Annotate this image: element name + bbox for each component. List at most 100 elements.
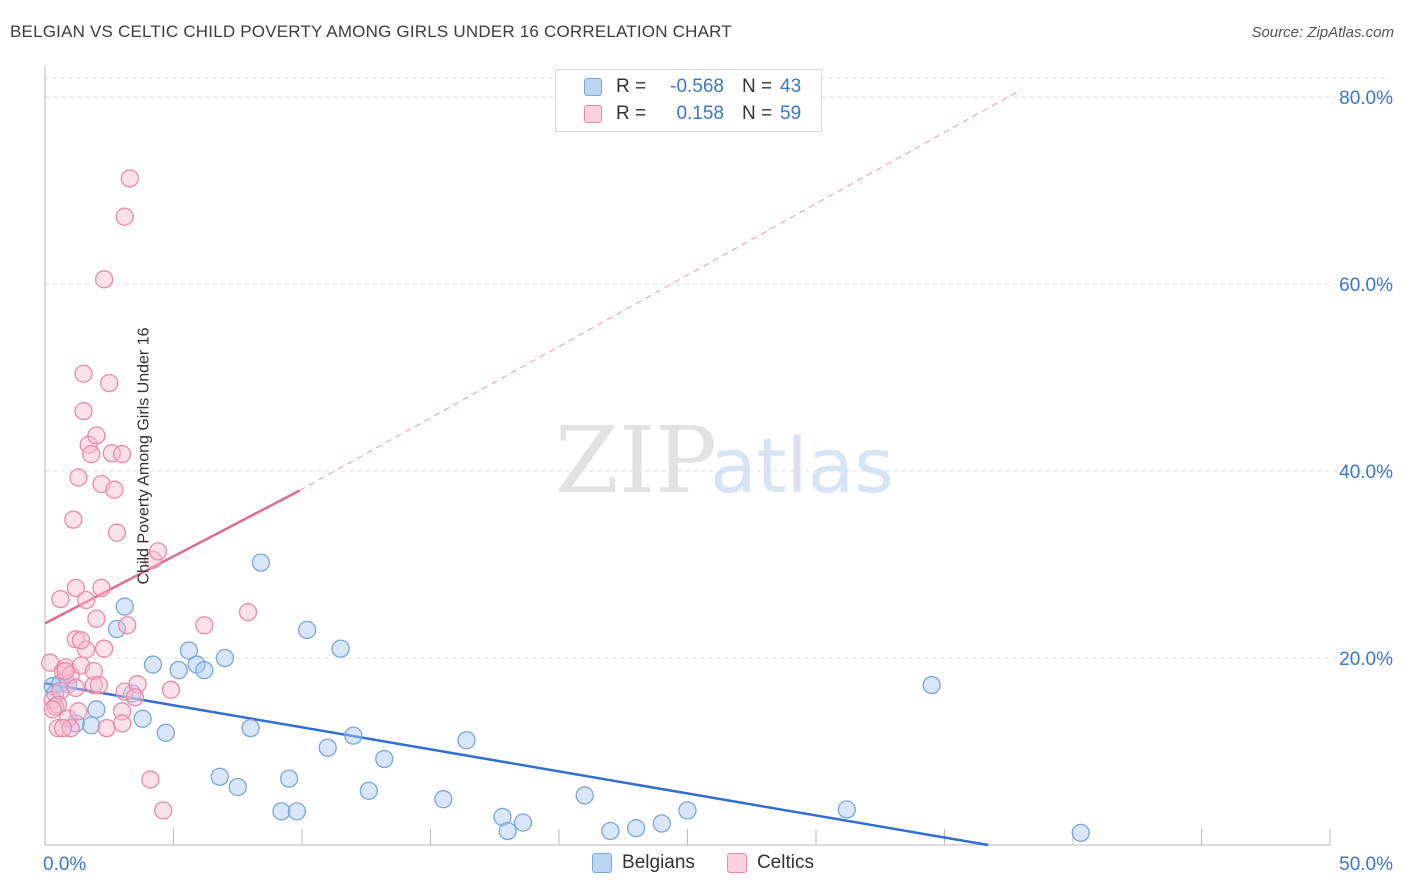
point-celtics — [69, 702, 88, 721]
correlation-legend: R = -0.568 N = 43 R = 0.158 N = 59 — [555, 69, 822, 132]
y-axis-label: Child Poverty Among Girls Under 16 — [135, 327, 153, 585]
trend-line-belgians — [44, 682, 989, 847]
point-celtics — [105, 480, 124, 499]
point-celtics — [51, 681, 70, 700]
point-celtics — [66, 678, 85, 698]
trend-line-celtics — [44, 489, 301, 625]
axes — [44, 66, 1331, 846]
point-celtics — [84, 675, 103, 695]
point-celtics — [238, 603, 258, 622]
point-belgians — [601, 821, 620, 841]
y-tick-label: 40.0% — [1339, 462, 1393, 483]
point-celtics — [118, 616, 137, 635]
legend-n-label: N = — [742, 76, 773, 97]
point-celtics — [43, 700, 62, 719]
point-belgians — [359, 781, 378, 800]
point-belgians — [82, 716, 101, 735]
point-celtics — [76, 590, 96, 610]
point-belgians — [434, 790, 453, 809]
point-celtics — [82, 445, 101, 464]
x-tick-label: 0.0% — [43, 854, 86, 875]
point-celtics — [115, 207, 134, 226]
point-celtics — [94, 639, 114, 658]
legend-n-value-celtics: 59 — [780, 103, 802, 124]
point-celtics — [71, 631, 91, 650]
watermark-zip: ZIP — [555, 407, 717, 514]
point-belgians — [678, 801, 697, 820]
point-belgians — [457, 731, 476, 750]
point-belgians — [626, 819, 646, 838]
point-belgians — [297, 620, 317, 640]
legend-label-belgians: Belgians — [622, 852, 695, 873]
point-belgians — [107, 619, 127, 639]
point-celtics — [161, 680, 181, 699]
point-belgians — [87, 700, 106, 719]
point-celtics — [148, 542, 168, 561]
point-celtics — [112, 714, 132, 733]
point-belgians — [318, 738, 337, 757]
source-label: Source: ZipAtlas.com — [1251, 24, 1394, 41]
point-celtics — [74, 364, 93, 383]
point-celtics — [120, 169, 139, 188]
point-celtics — [87, 426, 106, 445]
x-tick-label: 50.0% — [1339, 854, 1393, 875]
legend-swatch-belgians — [592, 853, 613, 873]
watermark-atlas: atlas — [710, 421, 894, 510]
point-belgians — [652, 814, 671, 833]
point-celtics — [97, 718, 116, 738]
legend-r-label: R = — [616, 103, 647, 124]
watermark: ZIP atlas — [555, 407, 894, 514]
point-celtics — [51, 589, 70, 609]
point-celtics — [56, 661, 75, 681]
legend-r-label: R = — [616, 76, 647, 97]
y-tick-label: 60.0% — [1339, 275, 1393, 296]
point-belgians — [169, 661, 188, 680]
point-belgians — [195, 661, 214, 680]
point-celtics — [141, 770, 160, 789]
point-celtics — [61, 718, 80, 738]
series-legend: Belgians Celtics — [0, 852, 1406, 874]
point-belgians — [156, 723, 175, 742]
point-celtics — [87, 609, 106, 628]
point-belgians — [228, 777, 247, 797]
point-belgians — [1071, 823, 1090, 842]
legend-swatch-celtics — [726, 853, 747, 873]
point-celtics — [195, 616, 214, 635]
point-celtics — [89, 675, 109, 695]
legend-item-belgians: Belgians — [592, 852, 695, 874]
legend-r-value-celtics: 0.158 — [676, 103, 724, 124]
point-belgians — [375, 749, 394, 769]
y-tick-label: 20.0% — [1339, 649, 1393, 670]
y-tick-label: 80.0% — [1339, 88, 1393, 109]
legend-n-value-belgians: 43 — [780, 76, 802, 97]
point-belgians — [115, 597, 134, 616]
legend-label-celtics: Celtics — [756, 852, 814, 873]
point-celtics — [76, 640, 96, 659]
point-celtics — [92, 578, 111, 598]
point-celtics — [94, 270, 114, 289]
trend-lines — [44, 89, 1022, 847]
point-celtics — [112, 445, 132, 464]
point-celtics — [125, 688, 145, 707]
legend-r-value-belgians: -0.568 — [670, 76, 724, 97]
point-belgians — [279, 769, 299, 788]
point-belgians — [493, 807, 512, 827]
point-belgians — [215, 648, 235, 668]
chart-title: BELGIAN VS CELTIC CHILD POVERTY AMONG GI… — [10, 22, 732, 41]
legend-row-belgians: R = -0.568 N = 43 — [584, 75, 801, 99]
point-belgians — [837, 800, 856, 819]
point-celtics — [107, 523, 127, 542]
point-celtics — [100, 373, 119, 393]
legend-item-celtics: Celtics — [726, 852, 814, 874]
legend-swatch-celtics — [584, 105, 602, 123]
point-celtics — [84, 661, 103, 681]
grid-lines — [45, 77, 1390, 659]
point-celtics — [154, 801, 173, 820]
point-celtics — [64, 510, 83, 529]
legend-swatch-belgians — [584, 78, 602, 96]
point-belgians — [241, 718, 260, 738]
point-belgians — [922, 675, 941, 695]
point-belgians — [498, 821, 517, 841]
point-celtics — [66, 578, 85, 598]
